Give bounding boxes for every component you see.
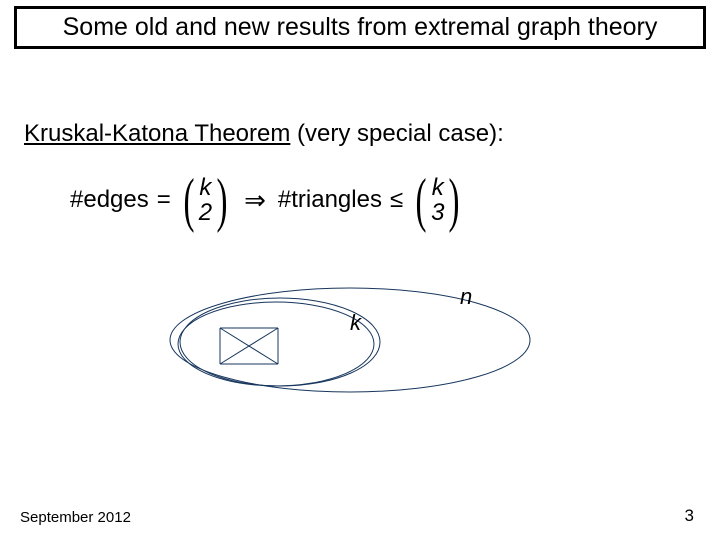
binom1-bot: 2: [199, 200, 212, 225]
diagram-svg: [150, 270, 570, 430]
n-label: n: [460, 284, 472, 310]
footer-page: 3: [685, 506, 694, 526]
slide: Some old and new results from extremal g…: [0, 0, 720, 540]
lhs-label: #edges: [70, 186, 149, 214]
rhs-label: #triangles: [278, 186, 382, 214]
binom2-top: k: [432, 175, 444, 200]
lparen-icon: (: [183, 170, 194, 230]
k-label: k: [350, 310, 361, 336]
rparen-icon: ): [449, 170, 460, 230]
footer-date: September 2012: [20, 509, 131, 526]
lparen-icon: (: [416, 170, 427, 230]
binom2-bot: 3: [431, 200, 444, 225]
rparen-icon: ): [217, 170, 228, 230]
binom1-top: k: [199, 175, 211, 200]
venn-diagram: k n: [150, 270, 570, 430]
leq-sign: ≤: [390, 186, 403, 214]
subtitle: Kruskal-Katona Theorem (very special cas…: [24, 120, 504, 148]
slide-title: Some old and new results from extremal g…: [63, 13, 658, 41]
binom-k-3: ( k 3 ): [411, 170, 464, 230]
formula: #edges = ( k 2 ) ⇒ #triangles ≤ ( k 3 ): [70, 170, 464, 230]
title-box: Some old and new results from extremal g…: [14, 6, 706, 49]
binom-k-2: ( k 2 ): [179, 170, 232, 230]
equals-sign: =: [157, 186, 171, 214]
theorem-qualifier: (very special case):: [290, 120, 503, 147]
implies-icon: ⇒: [244, 185, 266, 216]
theorem-name: Kruskal-Katona Theorem: [24, 120, 290, 147]
